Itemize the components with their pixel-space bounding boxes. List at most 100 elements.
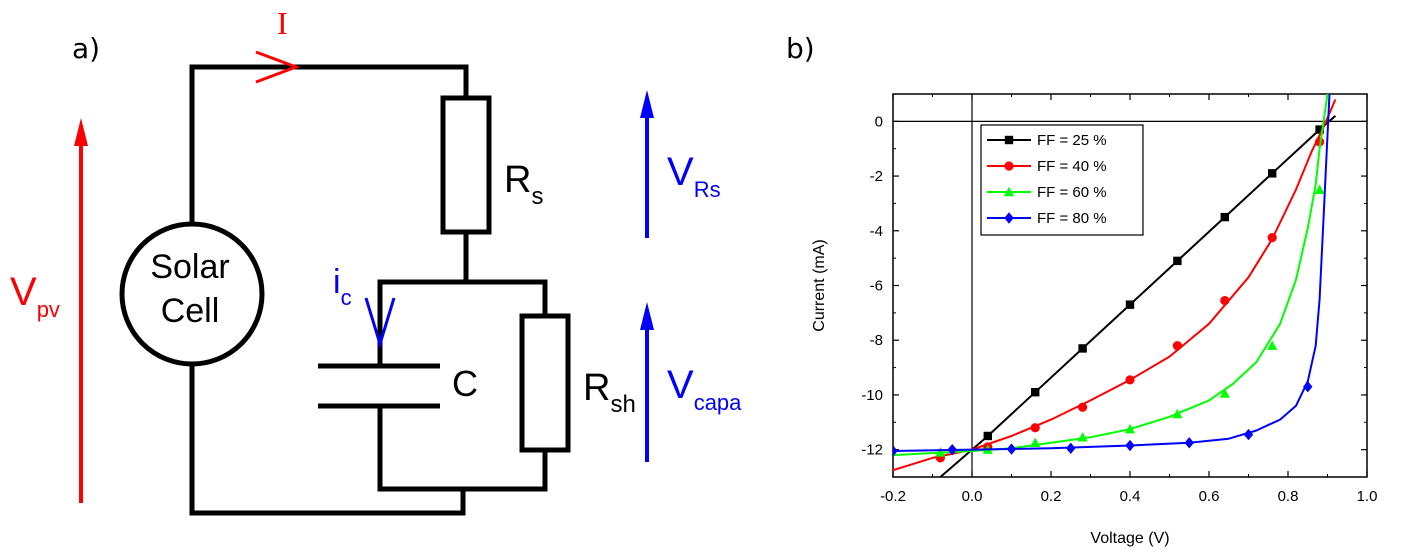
panel-a: a) Solar Cell Rs Rsh C [10, 5, 742, 516]
rsh-label-sub: sh [610, 391, 635, 418]
data-point [1006, 443, 1017, 455]
data-point [1172, 341, 1182, 351]
y-tick-label: -4 [870, 223, 883, 240]
data-point [1314, 184, 1325, 194]
circuit-wires [189, 64, 548, 516]
data-point [1030, 423, 1040, 433]
data-point [1172, 408, 1183, 419]
x-tick-label: 1.0 [1357, 488, 1378, 505]
legend-label: FF = 25 % [1037, 132, 1107, 149]
vpv-label-sub: pv [37, 297, 60, 322]
vcapa-label-sub: capa [694, 390, 742, 415]
vpv-label-main: V [10, 270, 37, 314]
x-tick-label: 0.4 [1120, 488, 1141, 505]
legend-label: FF = 60 % [1037, 184, 1107, 201]
wire-bottom [189, 486, 466, 516]
data-point [1066, 442, 1076, 454]
vpv-arrow [74, 118, 88, 503]
data-point [1243, 428, 1254, 441]
data-point [1184, 437, 1194, 449]
vpv-label: Vpv [10, 270, 60, 322]
series-2 [893, 99, 1337, 472]
x-tick-label: 0.2 [1041, 488, 1062, 505]
data-point [947, 443, 957, 456]
solar-cell-source [119, 221, 265, 367]
legend-item: FF = 80 % [987, 210, 1107, 227]
y-tick-label: -8 [870, 332, 883, 349]
legend-marker [1004, 212, 1014, 224]
ic-label: ic [333, 263, 352, 310]
data-point [1031, 387, 1040, 397]
data-point [1303, 381, 1313, 393]
resistor-rsh [519, 313, 571, 453]
data-point [983, 431, 992, 441]
data-point [1268, 169, 1277, 178]
data-point [1220, 212, 1229, 222]
current-label: I [277, 5, 288, 41]
wire-top [189, 64, 469, 101]
vcapa-label-main: V [667, 363, 694, 407]
current-arrow-icon [255, 50, 301, 84]
data-point [893, 445, 898, 457]
data-point [1267, 233, 1277, 243]
solar-cell-label-line1: Solar [150, 248, 229, 286]
x-axis-label: Voltage (V) [1090, 530, 1169, 547]
vrs-arrow [640, 90, 654, 238]
vrs-label: VRs [667, 150, 721, 202]
data-point [1030, 437, 1041, 448]
vcapa-label: Vcapa [667, 363, 742, 415]
capacitor [318, 363, 440, 409]
legend-item: FF = 60 % [987, 184, 1107, 201]
ic-arrow-icon [364, 297, 396, 350]
y-tick-label: -12 [861, 442, 883, 459]
vpv-arrow-head-icon [74, 118, 88, 146]
panel-a-label: a) [72, 32, 100, 65]
x-tick-label: 0.6 [1199, 488, 1220, 505]
y-tick-label: -10 [861, 387, 883, 404]
rs-label-sub: s [531, 183, 543, 210]
data-point [1125, 375, 1135, 385]
legend: FF = 25 % FF = 40 % FF = 60 % FF = 80 % [980, 124, 1144, 236]
data-point [1267, 340, 1278, 350]
legend-item: FF = 25 % [987, 132, 1107, 149]
vcapa-arrow [640, 302, 654, 462]
vrs-arrow-head-icon [640, 90, 654, 118]
y-tick-label: 0 [875, 113, 883, 130]
y-tick-label: -6 [870, 278, 883, 295]
x-tick-label: 0.0 [962, 488, 983, 505]
data-point [1125, 439, 1135, 452]
data-point [1125, 300, 1135, 309]
panel-b-label: b) [786, 32, 815, 65]
legend-item: FF = 40 % [987, 158, 1107, 175]
data-point [1220, 295, 1230, 306]
panel-b: b) -0.2 0.0 0.2 0.4 0.6 0.8 1.0 0 -2 -4 -6 -8 -10 -12… [786, 32, 1377, 547]
rsh-label-main: R [583, 367, 610, 409]
series-1 [939, 115, 1337, 477]
series-3 [893, 94, 1329, 457]
capacitor-label: C [452, 363, 478, 404]
data-point [935, 447, 946, 457]
rsh-label: Rsh [583, 367, 636, 418]
ic-label-sub: c [341, 285, 352, 310]
legend-marker [1004, 186, 1014, 197]
x-tick-label: -0.2 [880, 488, 906, 505]
legend-marker [1004, 135, 1014, 145]
rs-label-main: R [504, 159, 531, 201]
rs-label: Rs [504, 159, 543, 210]
data-point [1078, 344, 1087, 353]
vrs-label-main: V [667, 150, 694, 194]
legend-label: FF = 40 % [1037, 158, 1107, 175]
legend-label: FF = 80 % [1037, 210, 1107, 227]
vrs-label-sub: Rs [694, 177, 721, 202]
series-line [893, 94, 1331, 452]
data-point [1125, 423, 1135, 434]
series-line [939, 115, 1337, 477]
resistor-rs [440, 95, 492, 235]
ic-label-main: i [333, 263, 341, 301]
y-axis-label: Current (mA) [811, 239, 828, 331]
vcapa-arrow-head-icon [640, 302, 654, 330]
data-point [1078, 402, 1088, 412]
data-point [1077, 432, 1088, 442]
legend-marker [1004, 161, 1014, 171]
